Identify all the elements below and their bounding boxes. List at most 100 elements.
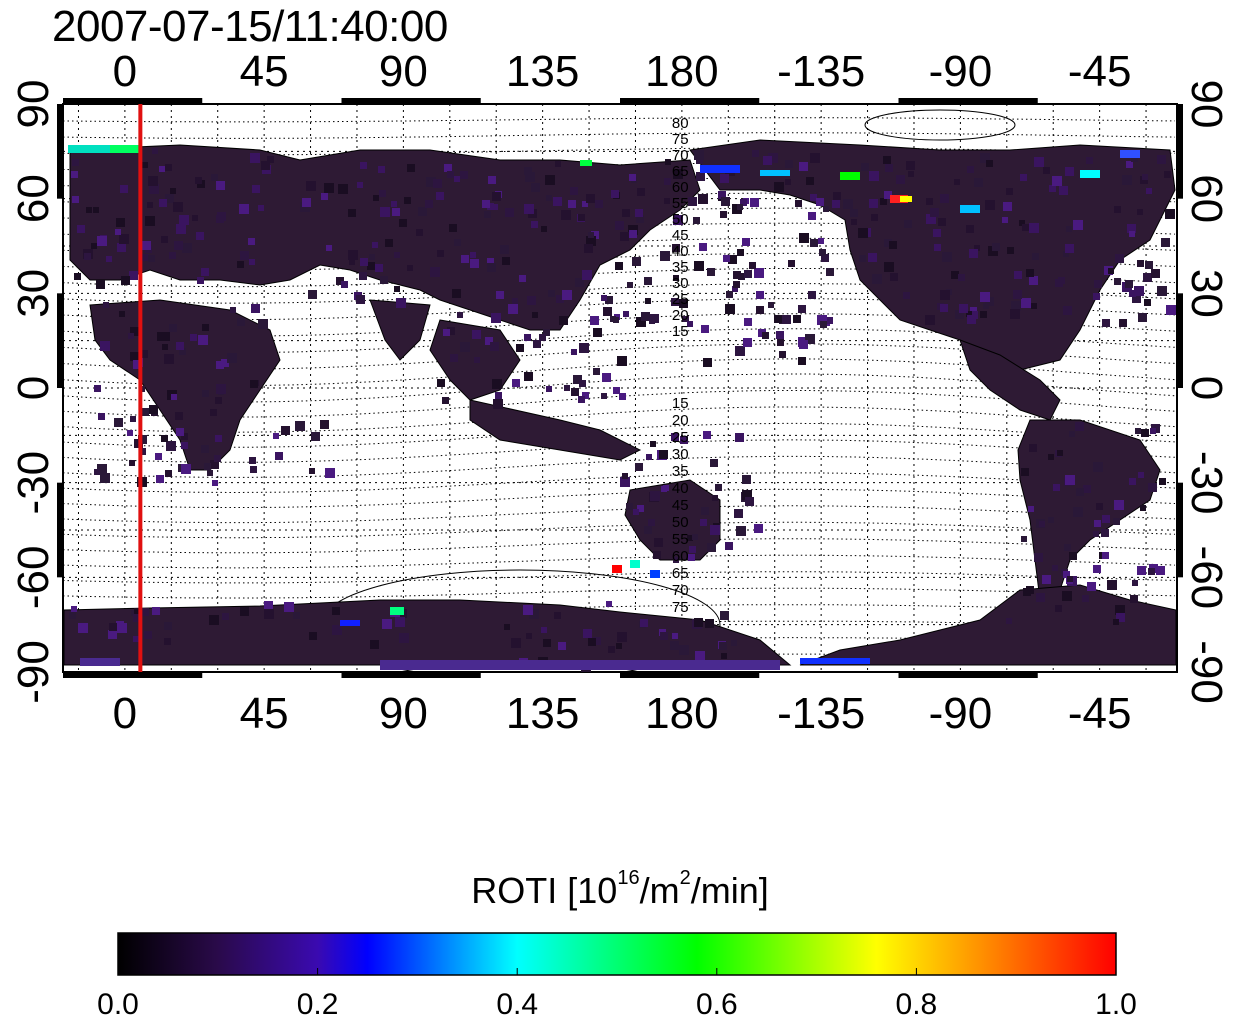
roti-cell — [134, 608, 141, 615]
contour-label: 30 — [672, 446, 689, 463]
roti-cell — [142, 162, 148, 168]
roti-cell — [721, 653, 727, 659]
roti-cell — [688, 554, 695, 561]
roti-cell — [660, 251, 670, 261]
contour-label: 70 — [672, 147, 689, 164]
roti-cell — [436, 192, 444, 200]
roti-cell — [222, 613, 229, 620]
roti-cell — [670, 641, 679, 650]
roti-cell — [130, 327, 139, 336]
lat-tick-label: 90 — [9, 80, 58, 129]
roti-cell — [940, 290, 950, 300]
roti-cell — [1165, 209, 1175, 219]
roti-cell — [578, 214, 585, 221]
roti-cell — [568, 200, 576, 208]
roti-cell — [832, 200, 840, 208]
roti-cell — [1108, 268, 1114, 274]
roti-cell — [710, 525, 720, 535]
roti-cell — [818, 238, 824, 244]
roti-cell-high — [1120, 150, 1140, 158]
roti-cell — [754, 524, 763, 533]
roti-cell — [258, 205, 264, 211]
roti-cell — [785, 179, 791, 185]
roti-cell — [1065, 475, 1075, 485]
roti-cell — [485, 337, 493, 345]
roti-cell — [524, 334, 531, 341]
roti-cell — [325, 468, 335, 478]
roti-cell — [954, 179, 960, 185]
roti-cell — [332, 625, 342, 635]
roti-cell — [525, 172, 535, 182]
roti-cell — [673, 557, 679, 563]
roti-cell — [823, 206, 829, 212]
roti-cell — [490, 342, 499, 351]
roti-cell — [240, 251, 249, 260]
roti-cell — [121, 276, 130, 285]
roti-cell — [474, 357, 480, 363]
roti-cell — [750, 198, 759, 207]
roti-cell — [1151, 269, 1160, 278]
colorbar-tick-label: 1.0 — [1095, 988, 1137, 1021]
lat-tick-label: 60 — [1182, 174, 1231, 223]
roti-cell — [149, 184, 159, 194]
roti-cell — [321, 193, 328, 200]
roti-cell — [442, 397, 449, 404]
roti-cell — [752, 150, 759, 157]
roti-cell — [859, 255, 866, 262]
roti-cell — [1132, 294, 1141, 303]
lon-tick-label: -135 — [777, 47, 865, 96]
roti-cell — [1164, 171, 1171, 178]
contour-label: 15 — [672, 395, 689, 412]
roti-cell — [603, 307, 612, 316]
roti-cell — [360, 258, 368, 266]
roti-cell — [1075, 422, 1084, 431]
roti-cell — [735, 433, 744, 442]
roti-cell — [230, 307, 236, 313]
roti-cell — [116, 218, 125, 227]
roti-cell — [851, 219, 857, 225]
roti-cell — [392, 208, 400, 216]
roti-cell — [742, 238, 750, 246]
roti-cell — [1157, 286, 1167, 296]
roti-cell — [1069, 431, 1075, 437]
roti-cell — [1107, 580, 1117, 590]
contour-labels: 8075706560555045403530252015152025303540… — [672, 115, 689, 616]
roti-cell — [470, 252, 476, 258]
roti-cell — [940, 194, 949, 203]
roti-cell — [302, 198, 311, 207]
roti-cell — [250, 380, 258, 388]
roti-cell — [166, 441, 176, 451]
roti-cell — [1129, 231, 1135, 237]
roti-cell — [454, 239, 461, 246]
roti-cell — [1036, 593, 1045, 602]
lon-tick-label: 90 — [379, 47, 428, 96]
roti-cell — [1048, 517, 1054, 523]
roti-cell — [680, 436, 688, 444]
roti-cell — [715, 484, 722, 491]
roti-cell — [249, 259, 255, 265]
roti-cell — [373, 195, 379, 201]
roti-cell — [394, 286, 400, 292]
roti-cell — [808, 212, 816, 220]
roti-cell — [553, 197, 562, 206]
roti-cell — [955, 310, 964, 319]
roti-cell — [1057, 450, 1063, 456]
roti-cell — [570, 187, 578, 195]
lon-tick-label: -45 — [1068, 689, 1132, 738]
roti-cell — [1113, 619, 1119, 625]
contour-label: 70 — [672, 582, 689, 599]
roti-cell — [201, 445, 209, 453]
left-lat-ticks: 90 60 30 0 -30 -60 -90 — [9, 80, 58, 704]
roti-cell — [1069, 552, 1077, 560]
roti-cell — [692, 534, 698, 540]
roti-cell — [93, 207, 99, 213]
roti-cell — [745, 497, 754, 506]
roti-cell — [1062, 591, 1072, 601]
contour-label: 25 — [672, 429, 689, 446]
roti-cell — [627, 282, 633, 288]
roti-cell — [688, 197, 697, 206]
roti-cell — [264, 609, 274, 619]
roti-cell — [843, 199, 853, 209]
roti-cell — [72, 159, 79, 166]
contour-label: 40 — [672, 243, 689, 260]
